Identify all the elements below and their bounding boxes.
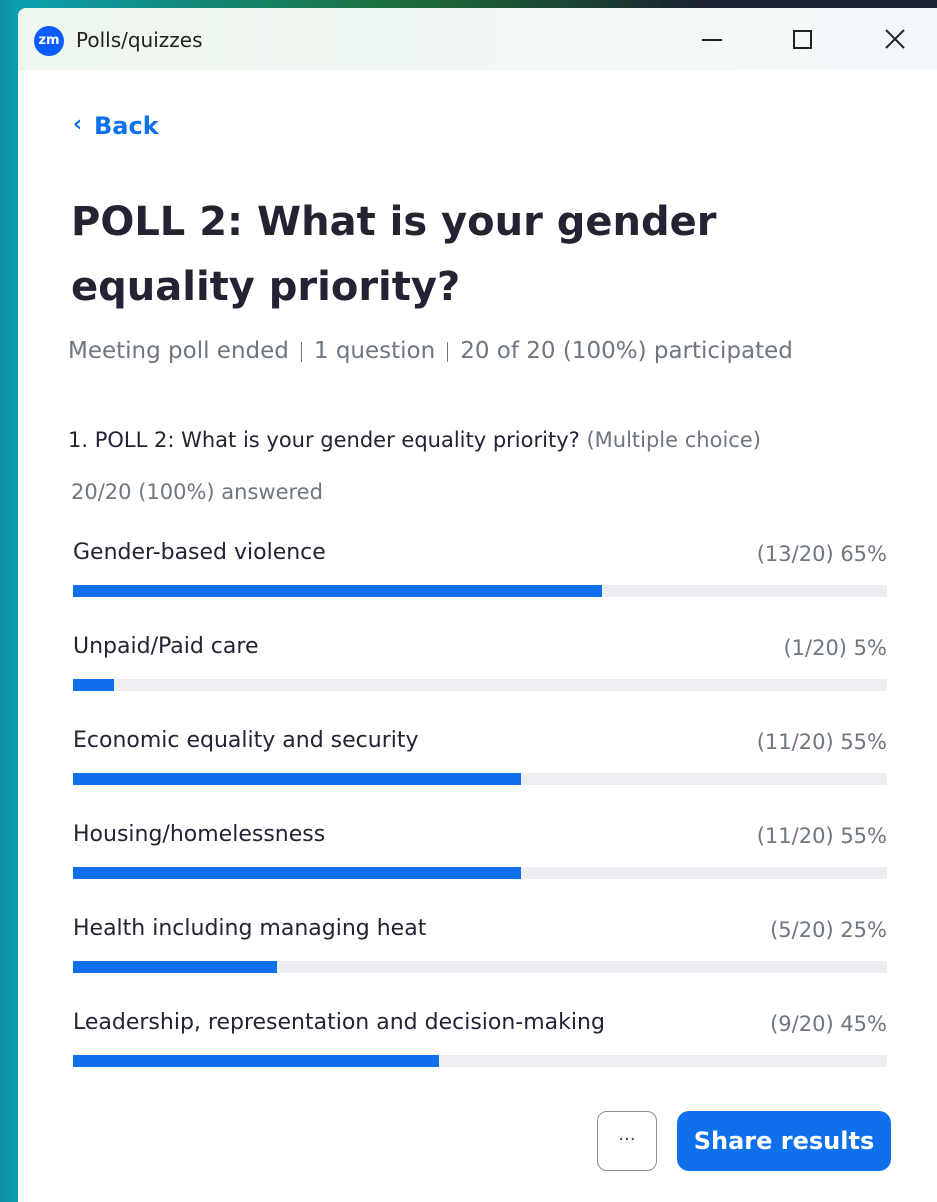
app-logo: zm <box>34 26 64 56</box>
bar-track <box>73 867 887 879</box>
option-label: Gender-based violence <box>73 540 326 565</box>
meta-item: Meeting poll ended <box>68 338 289 364</box>
poll-title: POLL 2: What is your gender equality pri… <box>71 199 717 310</box>
answered: 20/20 (100%) answered <box>71 480 323 504</box>
back-link[interactable]: Back <box>94 112 159 140</box>
option-result: (11/20) 55% <box>756 730 887 754</box>
meta-item: 1 question <box>313 338 436 364</box>
question: 1. POLL 2: What is your gender equality … <box>68 428 761 452</box>
bar <box>73 679 114 691</box>
option-label: Health including managing heat <box>73 916 427 941</box>
question-text: 1. POLL 2: What is your gender equality … <box>68 428 580 452</box>
maximize[interactable] <box>793 30 812 49</box>
title-bar: zm Polls/quizzes <box>18 8 937 70</box>
bar <box>73 585 603 597</box>
bar-track <box>73 961 887 973</box>
option-result: (1/20) 5% <box>783 636 887 660</box>
bar <box>73 961 277 973</box>
back-chevron[interactable]: ‹ <box>73 112 83 137</box>
option-label: Economic equality and security <box>73 728 419 753</box>
window-controls[interactable] <box>698 28 918 52</box>
question-kind: (Multiple choice) <box>586 428 761 452</box>
bar <box>73 1055 440 1067</box>
option-result: (9/20) 45% <box>770 1012 887 1036</box>
meta-item: 20 of 20 (100%) participated <box>460 338 793 364</box>
window-title: Polls/quizzes <box>76 28 203 52</box>
bar-track <box>73 679 887 691</box>
poll-meta: Meeting poll ended 1 question 20 of 20 (10… <box>68 338 793 364</box>
bar <box>73 773 521 785</box>
bar <box>73 867 521 879</box>
polls-window: zm Polls/quizzes ‹ Back POLL 2: What is … <box>18 8 937 1202</box>
close[interactable] <box>885 29 905 49</box>
option-label: Leadership, representation and decision-… <box>73 1010 605 1035</box>
option-label: Housing/homelessness <box>73 822 326 847</box>
option-result: (5/20) 25% <box>770 918 887 942</box>
share-button[interactable]: Share results <box>677 1111 891 1171</box>
option-result: (13/20) 65% <box>756 542 887 566</box>
option-label: Unpaid/Paid care <box>73 634 259 659</box>
bar-track <box>73 1055 887 1067</box>
bar-track <box>73 585 887 597</box>
option-result: (11/20) 55% <box>756 824 887 848</box>
more-button[interactable]: ··· <box>597 1111 657 1171</box>
bar-track <box>73 773 887 785</box>
